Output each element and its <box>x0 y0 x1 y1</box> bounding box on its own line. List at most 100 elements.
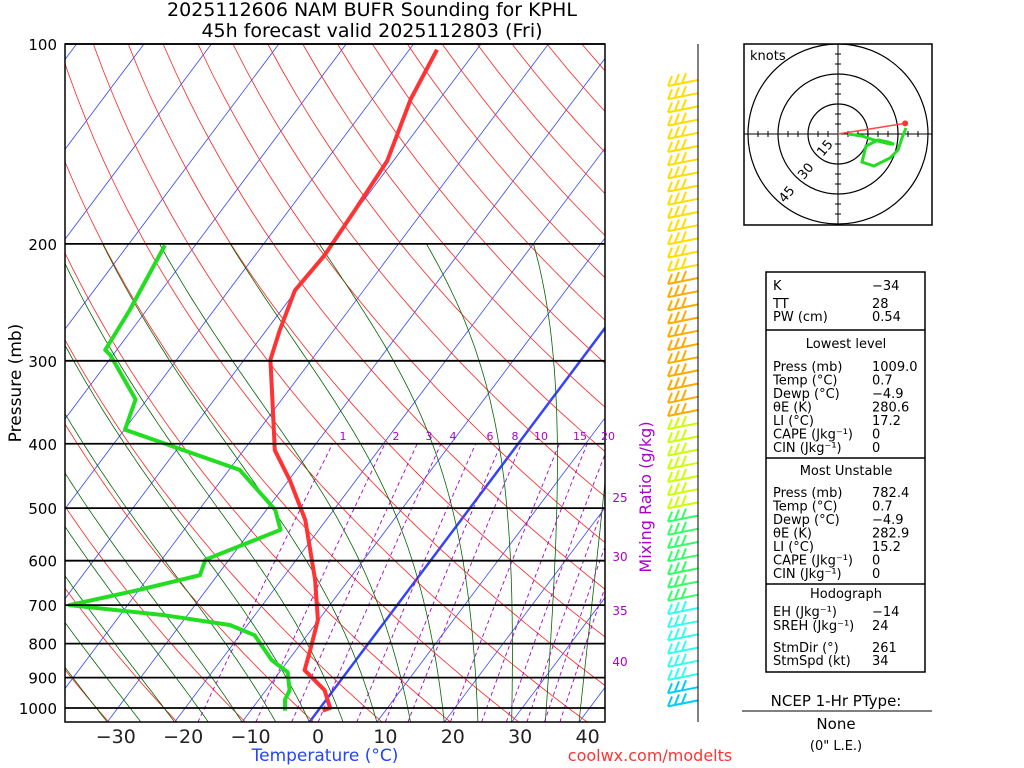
wind-barb <box>667 349 699 365</box>
x-tick-label: 0 <box>312 726 324 748</box>
stat-label: θE (K) <box>773 527 812 542</box>
isotherm <box>241 237 605 722</box>
dewpoint-trace <box>67 244 292 711</box>
section-title: Most Unstable <box>800 464 893 479</box>
wind-barb <box>667 429 699 444</box>
moist-adiabat <box>65 525 209 722</box>
dry-adiabat <box>65 587 178 722</box>
moist-adiabat <box>65 621 142 722</box>
wind-barb-shape <box>667 693 699 708</box>
wind-barb-shape <box>667 415 699 431</box>
wind-barb <box>667 653 699 668</box>
isotherm <box>65 44 347 420</box>
wind-barb-shape <box>667 442 699 457</box>
wind-barb-shape <box>667 429 699 444</box>
stat-value: 280.6 <box>872 401 909 416</box>
wind-barb-shape <box>667 323 699 338</box>
mixing-ratio-tick-label: 15 <box>573 430 587 443</box>
stat-value: 15.2 <box>872 540 901 555</box>
wind-barb-shape <box>667 495 699 510</box>
stat-value: −34 <box>872 279 899 294</box>
mixing-ratio-line <box>449 443 560 722</box>
wind-barb-shape <box>667 521 699 536</box>
stat-label: CIN (Jkg⁻¹) <box>773 567 842 582</box>
wind-barb <box>667 297 699 312</box>
stat-value: 0 <box>872 554 880 569</box>
mixing-ratio-tick-label: 40 <box>612 655 627 669</box>
site-credit: coolwx.com/modelts <box>568 746 732 765</box>
mixing-ratio-line <box>526 501 605 722</box>
mixing-ratio-line <box>197 443 334 722</box>
wind-barb <box>667 693 699 708</box>
wind-barb <box>667 508 699 523</box>
dry-adiabat <box>65 423 315 722</box>
y-tick-label: 100 <box>28 36 57 54</box>
moist-adiabat <box>159 243 411 722</box>
dry-adiabat <box>65 160 520 722</box>
wind-barb <box>667 442 699 457</box>
stat-value: 1009.0 <box>872 360 918 375</box>
wind-barb <box>667 587 699 602</box>
dry-adiabat <box>232 44 605 498</box>
wind-barb <box>667 679 699 695</box>
mixing-ratio-tick-label: 30 <box>612 550 627 564</box>
mixing-ratio-tick-label: 10 <box>534 430 548 443</box>
wind-barb <box>667 112 699 127</box>
wind-barb-shape <box>667 151 699 167</box>
wind-barb-shape <box>667 72 699 87</box>
y-tick-label: 400 <box>28 436 57 454</box>
x-tick-label: −30 <box>96 726 136 748</box>
x-tick-label: 30 <box>508 726 532 748</box>
y-tick-label: 700 <box>28 597 57 615</box>
plot-frame <box>64 43 606 723</box>
wind-barb <box>667 627 699 642</box>
wind-barb <box>667 310 699 325</box>
mixing-ratio-tick-label: 6 <box>487 430 494 443</box>
wind-barb-shape <box>667 297 699 312</box>
stat-value: 24 <box>872 619 889 634</box>
stat-value: −4.9 <box>872 513 904 528</box>
stats-panel: K −34 TT 28 PW (cm) 0.54 Lowest level Press (mb… <box>765 271 926 673</box>
stat-label: CAPE (Jkg⁻¹) <box>773 428 853 443</box>
stat-value: 0.7 <box>872 500 893 515</box>
dry-adiabat <box>337 44 605 364</box>
y-tick-label: 600 <box>28 553 57 571</box>
wind-barbs <box>667 72 699 708</box>
wind-barb-shape <box>667 679 699 695</box>
wind-barb-shape <box>667 204 699 219</box>
isotherm <box>65 44 280 330</box>
moist-adiabat <box>578 477 605 722</box>
dry-adiabat <box>127 44 605 638</box>
stat-value: 34 <box>872 654 889 669</box>
mixing-ratio-tick-label: 25 <box>612 491 627 505</box>
mixing-ratio-tick-label: 20 <box>601 430 615 443</box>
moist-adiabat <box>65 472 243 722</box>
x-tick-label: 20 <box>441 726 465 748</box>
x-axis-label: Temperature (°C) <box>251 746 399 766</box>
mixing-ratio-tick-label: 1 <box>340 430 347 443</box>
mixing-ratio-line <box>407 443 522 722</box>
moist-adiabat <box>65 575 175 722</box>
wind-barb-shape <box>667 561 699 576</box>
dry-adiabat <box>65 505 246 722</box>
stat-label: EH (Jkg⁻¹) <box>773 605 837 620</box>
wind-barb <box>667 336 699 351</box>
mixing-ratio-line <box>544 545 605 722</box>
wind-barb-shape <box>667 125 699 140</box>
moist-adiabat <box>229 243 445 722</box>
ptype-note: (0" L.E.) <box>810 739 862 754</box>
stat-value: 0 <box>872 441 880 456</box>
stat-value: 28 <box>872 297 889 312</box>
stat-value: −14 <box>872 605 899 620</box>
mixing-ratio-line <box>505 452 605 722</box>
mixing-ratio-line <box>384 443 502 722</box>
moist-adiabat <box>65 262 344 722</box>
isotherm <box>511 596 605 722</box>
mixing-ratio-tick-label: 35 <box>612 604 627 618</box>
stat-label: TT <box>772 297 789 312</box>
wind-barb-shape <box>667 508 699 523</box>
y-tick-label: 500 <box>28 500 57 518</box>
wind-barb-shape <box>667 666 699 681</box>
wind-barb <box>667 151 699 167</box>
